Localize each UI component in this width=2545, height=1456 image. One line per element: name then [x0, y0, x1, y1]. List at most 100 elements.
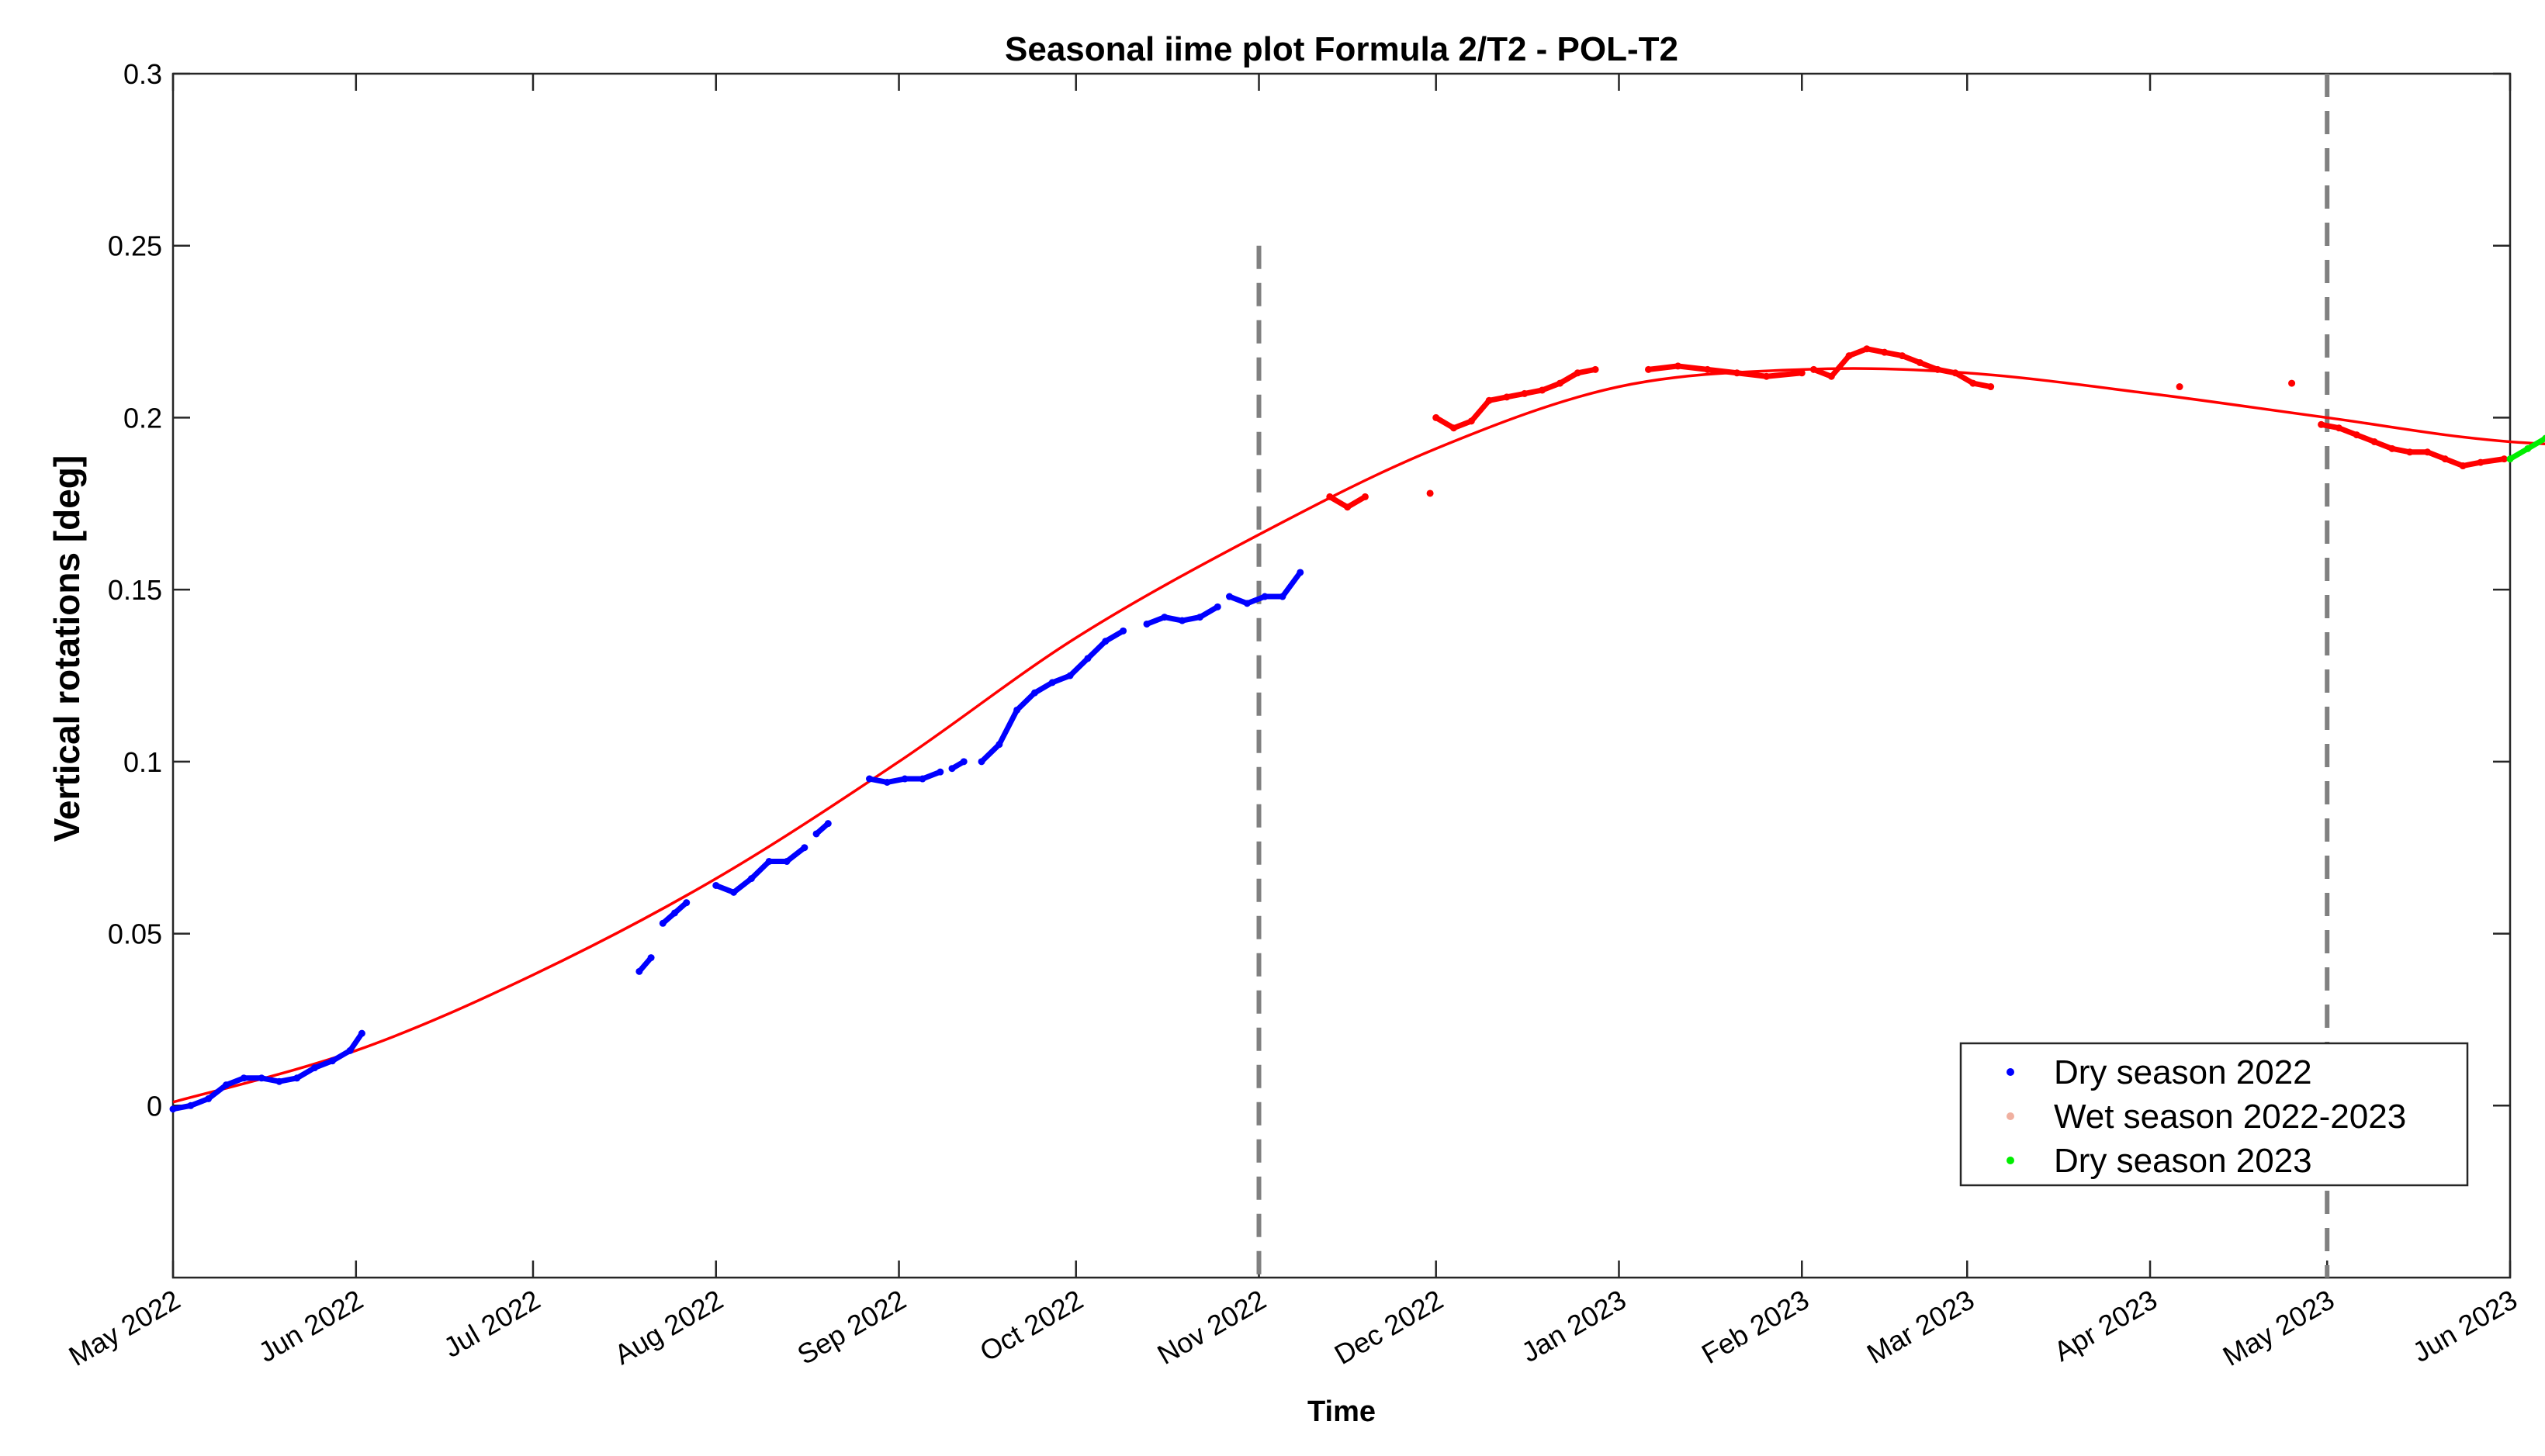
data-point [1591, 365, 1599, 373]
data-point [1827, 372, 1835, 380]
y-tick-label: 0.3 [123, 58, 162, 90]
y-tick-label: 0.15 [108, 574, 162, 606]
data-point [275, 1077, 283, 1085]
data-point [866, 775, 874, 783]
data-point [659, 919, 667, 927]
data-point [1426, 489, 1434, 497]
data-point [647, 954, 655, 962]
data-point [1539, 386, 1546, 394]
data-point-trace [1646, 363, 1805, 379]
data-point [293, 1074, 301, 1082]
x-tick-label: May 2022 [64, 1283, 185, 1372]
trend-line [172, 367, 2545, 1104]
x-tick-label: Sep 2022 [792, 1283, 912, 1371]
data-point [240, 1074, 248, 1082]
y-tick-label: 0.25 [108, 230, 162, 262]
trend-curve [172, 367, 2545, 1104]
data-point [948, 765, 956, 773]
data-point [812, 830, 820, 838]
data-point [960, 758, 968, 766]
data-point [1143, 620, 1151, 628]
data-point [1704, 365, 1712, 373]
data-point [1574, 369, 1581, 377]
data-point [730, 888, 738, 896]
data-point [1279, 593, 1286, 600]
x-tick-label: Aug 2022 [609, 1283, 729, 1371]
data-point [2459, 462, 2467, 470]
x-tick-label: Dec 2022 [1329, 1283, 1449, 1371]
data-point [2524, 444, 2532, 452]
data-point [1674, 362, 1682, 370]
data-point [2542, 434, 2545, 442]
x-tick-label: Jan 2023 [1516, 1283, 1632, 1368]
data-point [1361, 493, 1369, 500]
data-point [683, 899, 691, 907]
data-point [205, 1095, 213, 1102]
season-divider-lines [1256, 74, 2330, 1278]
data-point [1845, 352, 1853, 360]
data-point [1432, 413, 1440, 421]
data-point [1934, 365, 1941, 373]
data-point [1467, 417, 1475, 425]
data-point [937, 768, 944, 776]
legend-entry-label: Dry season 2023 [2054, 1142, 2312, 1180]
data-point [1969, 379, 1977, 387]
x-tick-label: Jun 2022 [253, 1283, 369, 1368]
x-tick-label: Jul 2022 [438, 1283, 545, 1364]
data-point [1450, 424, 1458, 432]
y-tick-label: 0 [147, 1090, 162, 1122]
data-point [783, 857, 791, 865]
chart-title: Seasonal iime plot Formula 2/T2 - POL-T2 [1005, 30, 1678, 68]
data-point [2353, 431, 2360, 439]
data-point [1987, 383, 1995, 391]
x-tick-label: Mar 2023 [1861, 1283, 1979, 1370]
data-point [1297, 569, 1304, 576]
x-tick-label: Apr 2023 [2048, 1283, 2162, 1368]
data-point [1798, 369, 1806, 377]
data-point [1243, 600, 1251, 607]
data-point [1733, 369, 1741, 377]
data-point [1048, 679, 1056, 686]
data-point [1344, 503, 1352, 511]
data-point [1179, 617, 1186, 624]
x-axis-label: Time [1307, 1395, 1376, 1428]
data-point [1916, 358, 1923, 366]
data-point [747, 875, 755, 883]
data-point [978, 758, 985, 766]
data-point [328, 1057, 336, 1065]
data-point [2424, 448, 2432, 456]
data-point [2388, 444, 2396, 452]
data-point [1503, 393, 1511, 401]
y-axis-label: Vertical rotations [deg] [47, 455, 87, 842]
data-point [1809, 365, 1817, 373]
data-point [2335, 424, 2342, 432]
data-point [995, 741, 1003, 749]
x-tick-label: Jun 2023 [2407, 1283, 2522, 1368]
data-point [222, 1081, 230, 1089]
data-point [1161, 614, 1169, 621]
data-point [635, 967, 643, 975]
data-point [824, 820, 832, 828]
data-point [1102, 638, 1110, 645]
data-point [765, 857, 773, 865]
x-tick-label: May 2023 [2218, 1283, 2339, 1372]
legend-marker [2007, 1112, 2014, 1120]
data-point [2370, 437, 2378, 445]
data-point [258, 1074, 265, 1082]
x-tick-label: Nov 2022 [1152, 1283, 1272, 1371]
data-point [1214, 603, 1221, 610]
data-point [1196, 614, 1203, 621]
data-point [2406, 448, 2414, 456]
data-point [919, 775, 926, 783]
data-point [1066, 672, 1074, 680]
data-point [311, 1064, 319, 1072]
data-point [1899, 352, 1906, 360]
data-point [187, 1102, 195, 1109]
data-point [2477, 458, 2484, 466]
data-point [671, 909, 679, 917]
data-point [1645, 365, 1653, 373]
data-point [1951, 369, 1959, 377]
data-point [2441, 455, 2449, 463]
legend-box [1959, 1042, 2469, 1187]
